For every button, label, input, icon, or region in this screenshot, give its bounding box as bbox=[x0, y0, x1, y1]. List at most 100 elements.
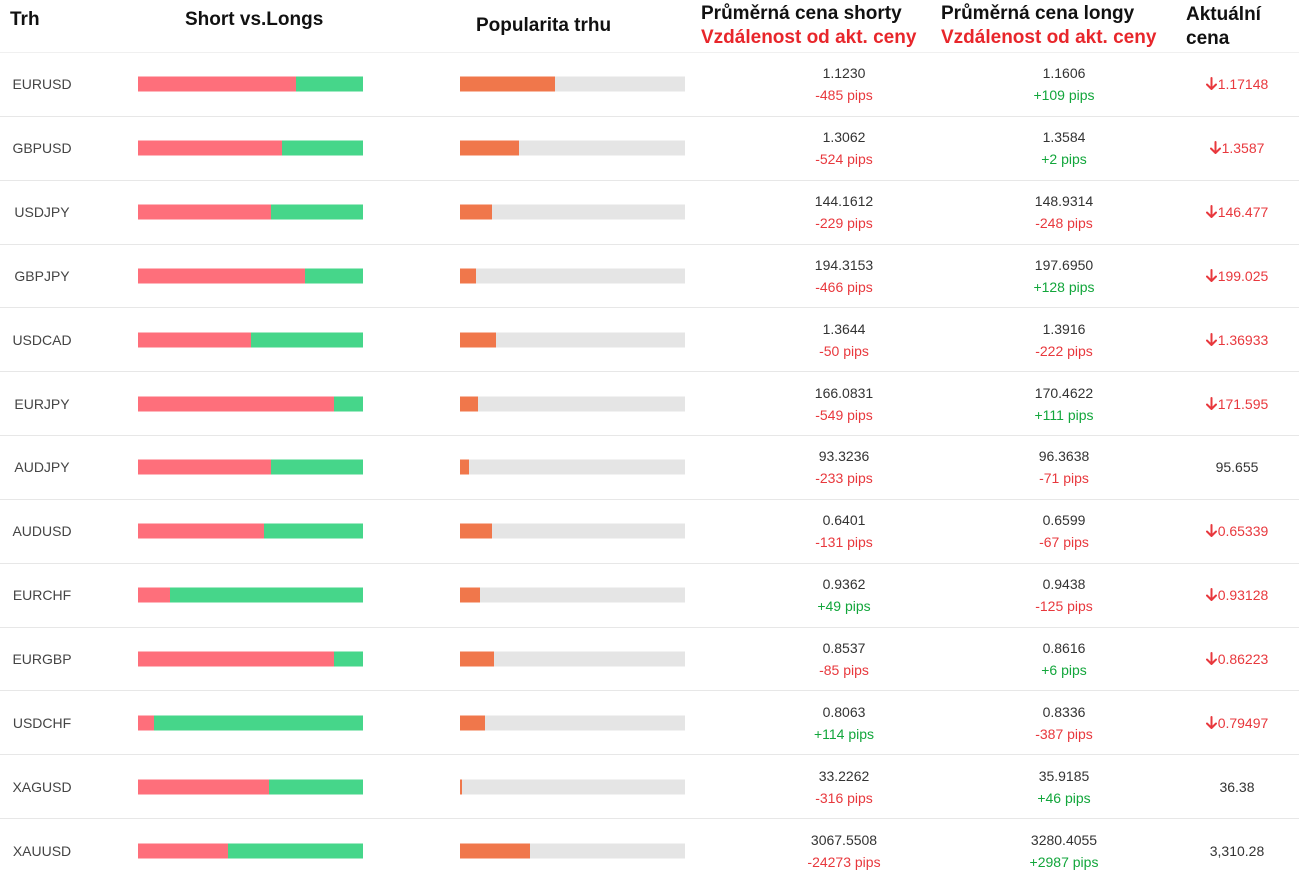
market-symbol[interactable]: GBPUSD bbox=[12, 140, 72, 157]
market-symbol[interactable]: USDJPY bbox=[14, 204, 70, 221]
header-current-price[interactable]: Aktuální cena bbox=[1186, 4, 1261, 49]
header-short-vs-longs[interactable]: Short vs.Longs bbox=[185, 9, 324, 30]
popularity-fill bbox=[460, 459, 469, 475]
short-portion bbox=[138, 587, 170, 603]
table-row[interactable]: USDCAD 1.3644 -50 pips 1.3916 -222 pips 1.369… bbox=[0, 307, 1299, 371]
avg-short-price: 144.1612 bbox=[814, 193, 874, 210]
short-long-ratio-bar bbox=[138, 651, 363, 667]
avg-short-price: 1.3062 bbox=[822, 129, 866, 146]
table-row[interactable]: XAUUSD 3067.5508 -24273 pips 3280.4055 +2987… bbox=[0, 818, 1299, 882]
short-distance-pips: -549 pips bbox=[815, 406, 873, 423]
table-row[interactable]: USDJPY 144.1612 -229 pips 148.9314 -248 pips… bbox=[0, 179, 1299, 244]
short-portion bbox=[138, 140, 282, 156]
short-distance-pips: -485 pips bbox=[815, 87, 873, 104]
table-row[interactable]: GBPUSD 1.3062 -524 pips 1.3584 +2 pips 1.3587 bbox=[0, 115, 1299, 180]
table-header: Trh Short vs.Longs Popularita trhu Průmě… bbox=[0, 0, 1299, 52]
popularity-fill bbox=[460, 76, 555, 92]
current-price: 1.17148 bbox=[1178, 76, 1296, 92]
avg-long-cell: 96.3638 -71 pips bbox=[984, 445, 1144, 489]
avg-long-cell: 0.8616 +6 pips bbox=[984, 637, 1144, 681]
table-row[interactable]: EURJPY 166.0831 -549 pips 170.4622 +111 pips… bbox=[0, 371, 1299, 435]
market-symbol[interactable]: GBPJPY bbox=[14, 267, 70, 284]
avg-long-price: 0.8336 bbox=[1042, 703, 1086, 720]
popularity-bar bbox=[460, 587, 685, 603]
market-symbol[interactable]: EURJPY bbox=[14, 395, 70, 412]
current-price: 1.3587 bbox=[1178, 140, 1296, 156]
short-distance-pips: -85 pips bbox=[819, 662, 869, 679]
avg-long-cell: 35.9185 +46 pips bbox=[984, 765, 1144, 809]
short-distance-pips: -466 pips bbox=[815, 278, 873, 295]
avg-short-cell: 0.8537 -85 pips bbox=[764, 637, 924, 681]
current-price: 146.477 bbox=[1178, 204, 1296, 220]
current-price: 171.595 bbox=[1178, 396, 1296, 412]
avg-short-cell: 1.1230 -485 pips bbox=[764, 62, 924, 106]
header-avg-short-subtitle: Vzdálenost od akt. ceny bbox=[701, 27, 917, 48]
market-symbol[interactable]: EURCHF bbox=[12, 587, 72, 604]
current-price-value: 36.38 bbox=[1219, 778, 1255, 795]
header-avg-short[interactable]: Průměrná cena shorty Vzdálenost od akt. … bbox=[701, 2, 916, 50]
table-row[interactable]: XAGUSD 33.2262 -316 pips 35.9185 +46 pips 36.… bbox=[0, 754, 1299, 818]
header-avg-long-title: Průměrná cena longy bbox=[941, 3, 1135, 24]
avg-short-price: 0.9362 bbox=[822, 576, 866, 593]
popularity-bar bbox=[460, 76, 685, 92]
popularity-fill bbox=[460, 140, 519, 156]
table-row[interactable]: GBPJPY 194.3153 -466 pips 197.6950 +128 pips… bbox=[0, 243, 1299, 308]
long-distance-pips: +2 pips bbox=[1041, 151, 1087, 168]
market-symbol[interactable]: AUDUSD bbox=[12, 523, 72, 540]
market-symbol[interactable]: EURGBP bbox=[12, 651, 72, 668]
current-price-value: 95.655 bbox=[1215, 459, 1259, 476]
table-row[interactable]: EURUSD 1.1230 -485 pips 1.1606 +109 pips 1.17… bbox=[0, 52, 1299, 116]
header-popularity[interactable]: Popularita trhu bbox=[476, 15, 612, 36]
table-row[interactable]: AUDJPY 93.3236 -233 pips 96.3638 -71 pips 95.… bbox=[0, 435, 1299, 499]
avg-long-price: 170.4622 bbox=[1034, 384, 1094, 401]
arrow-down-icon bbox=[1205, 588, 1217, 602]
current-price: 36.38 bbox=[1178, 779, 1296, 795]
short-distance-pips: -524 pips bbox=[815, 151, 873, 168]
avg-short-cell: 1.3644 -50 pips bbox=[764, 318, 924, 362]
avg-long-price: 96.3638 bbox=[1038, 448, 1090, 465]
table-row[interactable]: AUDUSD 0.6401 -131 pips 0.6599 -67 pips 0.653… bbox=[0, 498, 1299, 563]
popularity-fill bbox=[460, 204, 492, 220]
popularity-bar bbox=[460, 268, 685, 284]
short-distance-pips: -24273 pips bbox=[807, 853, 881, 870]
popularity-fill bbox=[460, 715, 485, 731]
long-distance-pips: +109 pips bbox=[1033, 87, 1095, 104]
market-symbol[interactable]: USDCHF bbox=[12, 714, 72, 731]
avg-short-price: 166.0831 bbox=[814, 384, 874, 401]
short-distance-pips: -233 pips bbox=[815, 470, 873, 487]
avg-long-cell: 0.9438 -125 pips bbox=[984, 573, 1144, 617]
arrow-down-icon bbox=[1209, 141, 1221, 155]
table-row[interactable]: EURGBP 0.8537 -85 pips 0.8616 +6 pips 0.86223 bbox=[0, 626, 1299, 691]
avg-short-price: 33.2262 bbox=[818, 767, 870, 784]
avg-short-price: 0.6401 bbox=[822, 512, 866, 529]
short-portion bbox=[138, 779, 269, 795]
short-long-ratio-bar bbox=[138, 396, 363, 412]
header-avg-long[interactable]: Průměrná cena longy Vzdálenost od akt. c… bbox=[941, 2, 1156, 50]
popularity-fill bbox=[460, 587, 481, 603]
long-distance-pips: -222 pips bbox=[1035, 342, 1093, 359]
current-price-value: 1.36933 bbox=[1217, 331, 1269, 348]
market-symbol[interactable]: USDCAD bbox=[12, 331, 72, 348]
short-portion bbox=[138, 204, 271, 220]
table-row[interactable]: EURCHF 0.9362 +49 pips 0.9438 -125 pips 0.931… bbox=[0, 562, 1299, 627]
popularity-bar bbox=[460, 651, 685, 667]
short-distance-pips: +114 pips bbox=[813, 725, 875, 742]
market-symbol[interactable]: XAUUSD bbox=[12, 842, 72, 859]
short-long-ratio-bar bbox=[138, 587, 363, 603]
short-portion bbox=[138, 715, 154, 731]
market-symbol[interactable]: XAGUSD bbox=[12, 778, 72, 795]
header-market[interactable]: Trh bbox=[10, 9, 40, 30]
popularity-bar bbox=[460, 332, 685, 348]
avg-short-cell: 93.3236 -233 pips bbox=[764, 445, 924, 489]
market-symbol[interactable]: AUDJPY bbox=[14, 459, 70, 476]
long-distance-pips: -71 pips bbox=[1039, 470, 1089, 487]
market-symbol[interactable]: EURUSD bbox=[12, 76, 72, 93]
popularity-fill bbox=[460, 268, 476, 284]
short-distance-pips: -50 pips bbox=[819, 342, 869, 359]
current-price: 0.65339 bbox=[1178, 523, 1296, 539]
current-price: 0.93128 bbox=[1178, 587, 1296, 603]
current-price: 199.025 bbox=[1178, 268, 1296, 284]
table-row[interactable]: USDCHF 0.8063 +114 pips 0.8336 -387 pips 0.79… bbox=[0, 690, 1299, 754]
avg-short-price: 93.3236 bbox=[818, 448, 870, 465]
arrow-down-icon bbox=[1205, 77, 1217, 91]
